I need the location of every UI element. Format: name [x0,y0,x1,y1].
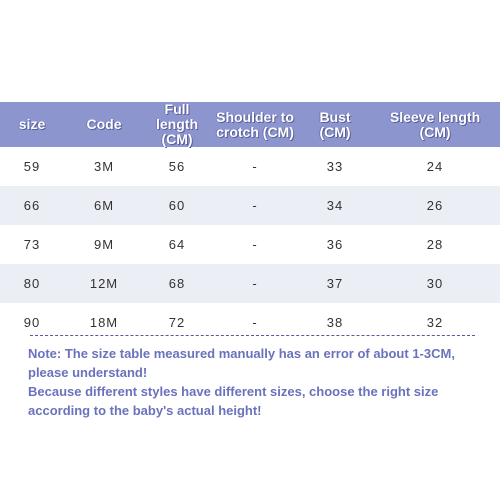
cell-full-length: 56 [144,147,210,186]
header-full-length: Full length (CM) [144,102,210,147]
table-row: 66 6M 60 - 34 26 [0,186,500,225]
table-header-row: size Code Full length (CM) Shoulder to cro… [0,102,500,147]
cell-full-length: 64 [144,225,210,264]
cell-bust: 36 [300,225,370,264]
cell-sleeve-length: 24 [370,147,500,186]
cell-bust: 38 [300,303,370,342]
cell-size: 80 [0,264,64,303]
note-line: according to the baby's actual height! [28,403,262,418]
note-line: please understand! [28,365,148,380]
cell-size: 73 [0,225,64,264]
cell-code: 3M [64,147,144,186]
cell-size: 90 [0,303,64,342]
cell-bust: 37 [300,264,370,303]
cell-full-length: 68 [144,264,210,303]
header-size: size [0,102,64,147]
size-note: Note: The size table measured manually h… [28,344,496,420]
cell-sleeve-length: 32 [370,303,500,342]
header-shoulder-to-crotch: Shoulder to crotch (CM) [210,102,300,147]
cell-full-length: 60 [144,186,210,225]
header-bust: Bust (CM) [300,102,370,147]
cell-sleeve-length: 30 [370,264,500,303]
cell-bust: 34 [300,186,370,225]
cell-code: 12M [64,264,144,303]
cell-sleeve-length: 26 [370,186,500,225]
cell-bust: 33 [300,147,370,186]
cell-size: 59 [0,147,64,186]
table-row: 73 9M 64 - 36 28 [0,225,500,264]
cell-shoulder-to-crotch: - [210,186,300,225]
cell-size: 66 [0,186,64,225]
header-sleeve-length: Sleeve length (CM) [370,102,500,147]
note-line: Because different styles have different … [28,384,439,399]
cell-shoulder-to-crotch: - [210,303,300,342]
table-row: 90 18M 72 - 38 32 [0,303,500,342]
cell-shoulder-to-crotch: - [210,264,300,303]
cell-full-length: 72 [144,303,210,342]
cell-code: 18M [64,303,144,342]
note-line: Note: The size table measured manually h… [28,346,455,361]
cell-sleeve-length: 28 [370,225,500,264]
cell-code: 9M [64,225,144,264]
size-table: size Code Full length (CM) Shoulder to cro… [0,102,500,342]
cell-code: 6M [64,186,144,225]
table-row: 59 3M 56 - 33 24 [0,147,500,186]
cell-shoulder-to-crotch: - [210,147,300,186]
cell-shoulder-to-crotch: - [210,225,300,264]
table-row: 80 12M 68 - 37 30 [0,264,500,303]
dashed-divider [30,335,475,336]
header-code: Code [64,102,144,147]
